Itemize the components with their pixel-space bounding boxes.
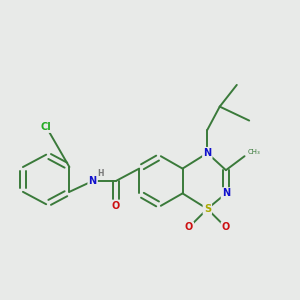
Text: N: N [222,188,230,198]
Text: O: O [222,223,230,232]
Text: CH₃: CH₃ [248,148,260,154]
Text: N: N [88,176,97,186]
Text: O: O [112,201,120,211]
Text: H: H [97,169,104,178]
Text: S: S [204,204,211,214]
Text: Cl: Cl [41,122,52,132]
Text: N: N [203,148,211,158]
Text: O: O [184,223,193,232]
